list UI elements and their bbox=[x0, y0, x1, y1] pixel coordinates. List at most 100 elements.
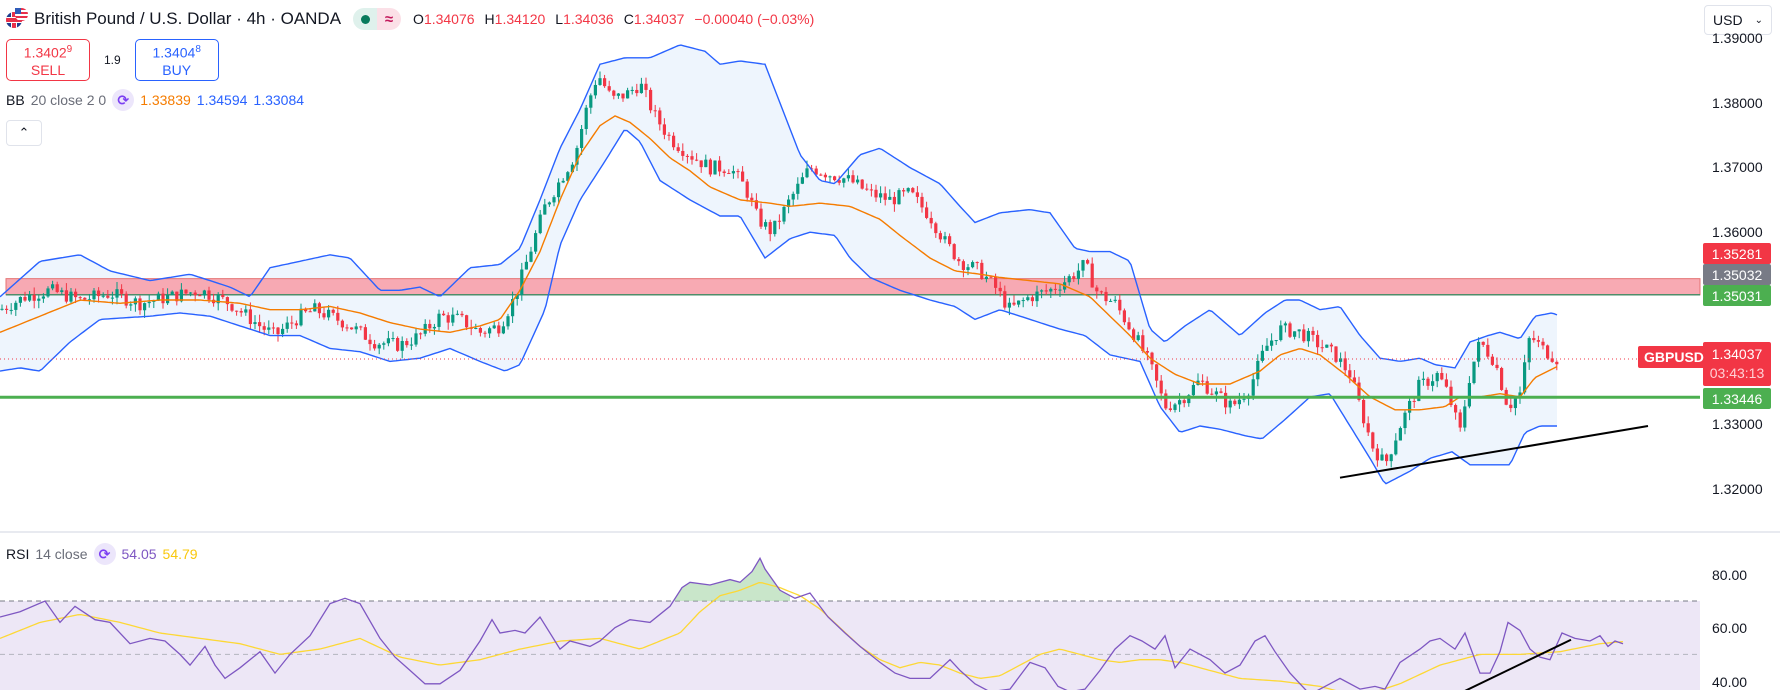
candle-body bbox=[1035, 291, 1039, 302]
candle-body bbox=[1044, 290, 1048, 292]
candle-body bbox=[911, 188, 915, 193]
candle-body bbox=[1293, 331, 1297, 337]
candle-body bbox=[1463, 406, 1467, 428]
candle-body bbox=[391, 338, 395, 340]
rsi-axis-label: 60.00 bbox=[1712, 620, 1748, 636]
candle-body bbox=[957, 259, 961, 262]
candle-body bbox=[920, 196, 924, 208]
rsi-line bbox=[0, 556, 1624, 690]
candle-body bbox=[1375, 448, 1379, 461]
symbol-title[interactable]: British Pound / U.S. Dollar · 4h · OANDA bbox=[34, 9, 342, 28]
candle-body bbox=[1408, 400, 1412, 413]
candle-body bbox=[221, 294, 225, 298]
candle-body bbox=[948, 236, 952, 245]
candle-body bbox=[1182, 400, 1186, 404]
candle-body bbox=[451, 314, 455, 323]
candle-body bbox=[5, 308, 9, 310]
open-label: O bbox=[413, 11, 424, 27]
candle-body bbox=[1067, 276, 1071, 283]
candle-body bbox=[768, 222, 772, 235]
candle-body bbox=[1164, 393, 1168, 409]
candle-body bbox=[1500, 368, 1504, 390]
sync-icon[interactable]: ⟳ bbox=[112, 89, 135, 111]
candle-body bbox=[764, 222, 768, 227]
sell-button[interactable]: 1.34029 SELL bbox=[6, 39, 90, 81]
candle-body bbox=[179, 289, 183, 302]
currency-select[interactable]: USD ⌄ bbox=[1704, 5, 1772, 35]
rsi-legend[interactable]: RSI 14 close ⟳ 54.05 54.79 bbox=[6, 543, 198, 565]
candle-body bbox=[1279, 325, 1283, 341]
candle-body bbox=[566, 172, 570, 181]
trade-panel: 1.34029 SELL 1.9 1.34048 BUY bbox=[6, 39, 219, 81]
candle-body bbox=[1555, 361, 1559, 365]
candle-body bbox=[1155, 364, 1159, 381]
candle-body bbox=[1371, 432, 1375, 449]
candle-body bbox=[1398, 428, 1402, 441]
candle-body bbox=[800, 177, 804, 184]
candle-body bbox=[511, 299, 515, 317]
price-axis-label: 1.37000 bbox=[1712, 159, 1763, 175]
candle-body bbox=[1242, 398, 1246, 400]
candle-body bbox=[501, 326, 505, 334]
candle-body bbox=[0, 308, 4, 310]
candle-body bbox=[639, 83, 643, 94]
candle-body bbox=[409, 344, 413, 346]
candle-body bbox=[685, 155, 689, 157]
candle-body bbox=[915, 192, 919, 197]
candle-body bbox=[1527, 338, 1531, 363]
candle-body bbox=[1132, 329, 1136, 341]
rsi-value: 54.05 bbox=[121, 546, 157, 562]
market-status[interactable]: ≈ bbox=[353, 8, 402, 30]
buy-button[interactable]: 1.34048 BUY bbox=[134, 39, 219, 81]
candle-body bbox=[695, 159, 699, 161]
rsi-name: RSI bbox=[6, 546, 30, 562]
candle-body bbox=[1385, 454, 1389, 462]
candle-body bbox=[428, 323, 432, 329]
candle-body bbox=[869, 189, 873, 191]
candle-body bbox=[1490, 356, 1494, 365]
candle-body bbox=[589, 95, 593, 108]
candle-body bbox=[805, 168, 809, 178]
rsi-pane[interactable] bbox=[0, 556, 1700, 690]
candle-body bbox=[1426, 378, 1430, 386]
collapse-legend-button[interactable]: ⌃ bbox=[6, 120, 42, 146]
bb-legend[interactable]: BB 20 close 2 0 ⟳ 1.33839 1.34594 1.3308… bbox=[6, 89, 304, 111]
candle-body bbox=[607, 86, 611, 91]
chevron-up-icon: ⌃ bbox=[18, 125, 30, 140]
low-label: L bbox=[555, 11, 564, 27]
candle-body bbox=[1270, 340, 1274, 346]
candle-body bbox=[377, 344, 381, 349]
candle-body bbox=[488, 328, 492, 334]
candle-body bbox=[271, 327, 275, 329]
candle-body bbox=[621, 93, 625, 99]
rsi-trendline bbox=[1464, 638, 1572, 690]
candle-body bbox=[534, 233, 538, 252]
candle-body bbox=[626, 90, 630, 99]
candle-body bbox=[593, 84, 597, 96]
candle-body bbox=[998, 287, 1002, 292]
candle-body bbox=[143, 303, 147, 311]
bb-basis-value: 1.33839 bbox=[140, 92, 191, 108]
candle-body bbox=[833, 176, 837, 181]
candle-body bbox=[106, 295, 110, 298]
candle-body bbox=[552, 197, 556, 203]
candle-body bbox=[281, 328, 285, 335]
candle-body bbox=[414, 333, 418, 345]
candle-body bbox=[1306, 330, 1310, 342]
sync-icon[interactable]: ⟳ bbox=[93, 543, 116, 565]
candle-body bbox=[814, 168, 818, 175]
candle-body bbox=[1362, 399, 1366, 424]
candle-body bbox=[313, 303, 317, 312]
price-pane[interactable] bbox=[0, 44, 1701, 485]
candle-body bbox=[1049, 288, 1053, 292]
candle-body bbox=[1348, 370, 1352, 378]
open-value: 1.34076 bbox=[423, 11, 475, 27]
candle-body bbox=[1228, 400, 1232, 408]
price-axis-label: 1.38000 bbox=[1712, 95, 1763, 111]
price-axis-label: 1.39000 bbox=[1712, 30, 1763, 46]
bb-upper-value: 1.34594 bbox=[196, 92, 248, 108]
candle-body bbox=[478, 327, 482, 333]
candle-body bbox=[1472, 361, 1476, 384]
candle-body bbox=[161, 293, 165, 304]
